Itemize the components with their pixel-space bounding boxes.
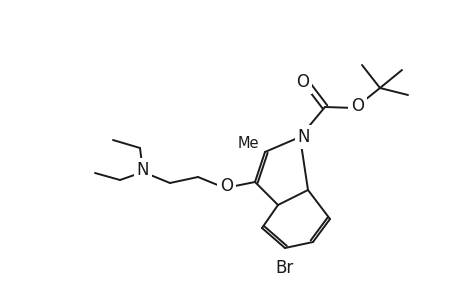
Text: O: O: [220, 177, 233, 195]
Text: Br: Br: [275, 259, 293, 277]
Text: N: N: [297, 128, 309, 146]
Text: O: O: [351, 97, 364, 115]
Text: Me: Me: [237, 136, 258, 151]
Text: O: O: [296, 73, 309, 91]
Text: N: N: [136, 161, 149, 179]
